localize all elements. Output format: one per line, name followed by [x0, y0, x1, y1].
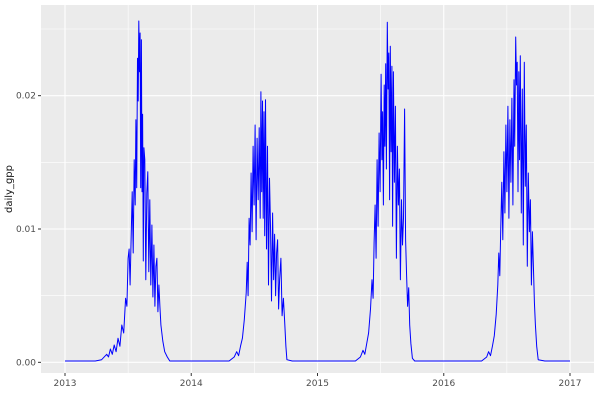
y-axis-title: daily_gpp — [4, 165, 15, 213]
y-tick-label: 0.02 — [16, 92, 36, 102]
x-tick-label: 2015 — [306, 379, 329, 389]
y-tick-label: 0.01 — [16, 225, 36, 235]
x-tick-label: 2016 — [432, 379, 455, 389]
x-tick-label: 2013 — [54, 379, 77, 389]
y-tick-label: 0.00 — [16, 358, 36, 368]
chart-generated-layer: 2013 2014 2015 2016 2017 0.00 0.01 0.02 — [16, 5, 594, 389]
series-line-daily_gpp — [65, 20, 570, 362]
x-tick-label: 2014 — [180, 379, 203, 389]
x-tick-label: 2017 — [559, 379, 582, 389]
